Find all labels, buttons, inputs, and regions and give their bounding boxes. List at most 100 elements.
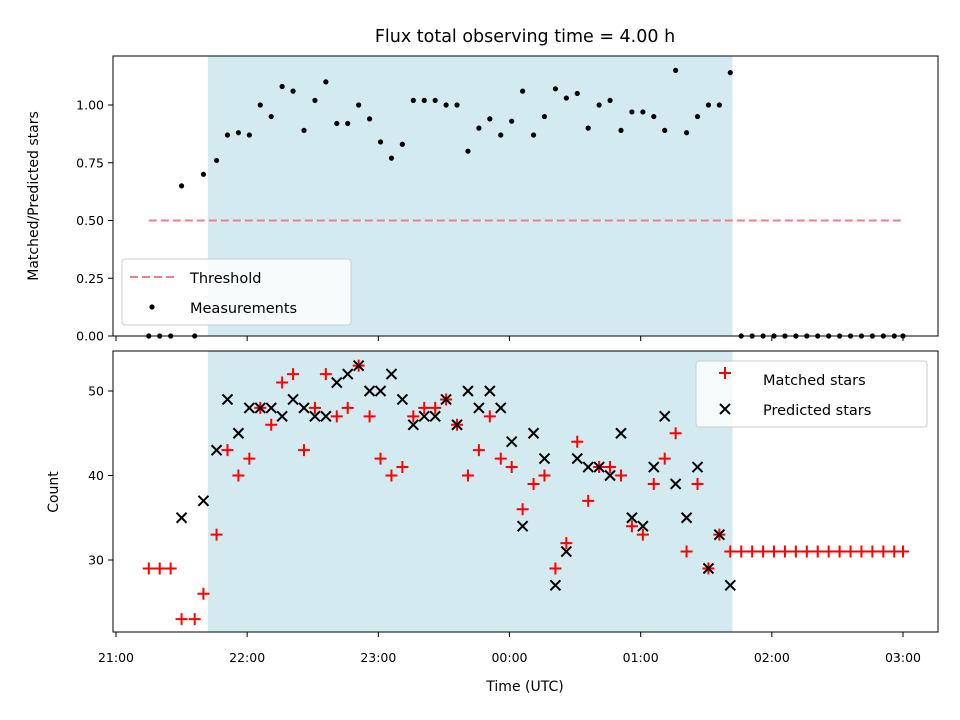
top-y-ticks: 0.00 0.25 0.50 0.75 1.00 bbox=[76, 98, 113, 344]
top-y-axis-label: Matched/Predicted stars bbox=[26, 111, 42, 281]
predicted-star-point bbox=[385, 368, 398, 380]
matched-star-point bbox=[877, 545, 890, 558]
matched-star-point bbox=[298, 444, 311, 457]
predicted-star-point bbox=[298, 402, 310, 414]
predicted-star-point bbox=[342, 368, 354, 380]
top-axes-frame bbox=[112, 55, 939, 337]
predicted-star-point bbox=[232, 427, 245, 439]
matched-star-point bbox=[232, 469, 245, 482]
measurement-point bbox=[465, 148, 471, 154]
measurement-point bbox=[410, 97, 416, 103]
measurement-point bbox=[694, 113, 701, 120]
measurement-point bbox=[178, 183, 185, 189]
matched-star-point bbox=[636, 528, 649, 541]
measurement-point bbox=[651, 113, 657, 120]
measurement-point bbox=[607, 97, 613, 103]
predicted-star-point bbox=[538, 452, 551, 465]
top-y-tick-label: 0.75 bbox=[76, 155, 104, 170]
predicted-star-point bbox=[407, 419, 420, 431]
bottom-legend: Matched stars Predicted stars bbox=[695, 360, 928, 428]
matched-star-point bbox=[188, 613, 201, 626]
matched-star-point bbox=[866, 545, 879, 558]
predicted-star-point bbox=[418, 410, 430, 423]
matched-star-point bbox=[319, 368, 332, 381]
predicted-star-point bbox=[680, 512, 693, 524]
predicted-star-point bbox=[210, 444, 223, 456]
measurement-point bbox=[530, 132, 537, 138]
predicted-star-point bbox=[495, 402, 507, 414]
matched-star-point bbox=[505, 461, 518, 474]
matched-star-point bbox=[658, 452, 671, 465]
measurement-point bbox=[705, 102, 712, 108]
measurement-point bbox=[377, 139, 384, 145]
predicted-star-point bbox=[451, 419, 463, 431]
measurement-point bbox=[279, 83, 285, 90]
measurement-point bbox=[673, 67, 679, 73]
bottom-y-tick-label: 40 bbox=[88, 468, 104, 483]
predicted-star-point bbox=[352, 359, 365, 372]
bottom-x-tick-label: 21:00 bbox=[98, 650, 134, 665]
measurement-point bbox=[683, 130, 690, 136]
measurement-point bbox=[585, 125, 591, 131]
bottom-y-ticks: 30 40 50 bbox=[88, 384, 113, 568]
matched-star-point bbox=[844, 545, 857, 558]
chart-title: Flux total observing time = 4.00 h bbox=[375, 27, 675, 47]
bottom-panel: 30 40 50 21:00 22:00 23:00 00:00 01:00 02:00 03:… bbox=[46, 350, 939, 695]
matched-star-point bbox=[625, 520, 638, 533]
top-y-tick-label: 1.00 bbox=[76, 98, 104, 113]
matched-star-point bbox=[538, 469, 551, 482]
predicted-star-point bbox=[626, 512, 638, 524]
bottom-x-tick-label: 00:00 bbox=[491, 650, 527, 665]
top-legend-box bbox=[121, 258, 352, 326]
bottom-y-tick-label: 30 bbox=[88, 553, 104, 568]
matched-star-point bbox=[363, 410, 376, 423]
matched-star-point bbox=[811, 545, 824, 558]
top-y-tick-label: 0.50 bbox=[76, 213, 104, 228]
measurement-point bbox=[476, 125, 482, 131]
matched-star-point bbox=[276, 376, 289, 389]
predicted-star-point bbox=[440, 393, 452, 406]
matched-star-point bbox=[800, 545, 813, 558]
measurement-point bbox=[290, 88, 296, 94]
matched-star-point bbox=[494, 452, 507, 465]
matched-star-point bbox=[164, 562, 177, 575]
matched-star-point bbox=[604, 461, 617, 474]
matched-star-point bbox=[330, 410, 343, 423]
measurement-point bbox=[345, 120, 351, 127]
matched-star-point bbox=[221, 444, 234, 457]
predicted-star-point bbox=[320, 410, 332, 423]
matched-star-point bbox=[385, 469, 398, 482]
matched-star-point bbox=[243, 452, 256, 465]
matched-star-point bbox=[724, 545, 737, 558]
predicted-star-point bbox=[221, 393, 234, 406]
matched-star-point bbox=[647, 477, 660, 490]
measurement-point bbox=[301, 127, 307, 134]
predicted-star-point bbox=[571, 452, 583, 465]
matched-star-point bbox=[680, 545, 693, 558]
measurement-point bbox=[454, 102, 460, 108]
measurement-point bbox=[520, 88, 526, 94]
matched-star-point bbox=[746, 545, 759, 558]
matched-star-point bbox=[396, 461, 409, 474]
bottom-y-axis-label: Count bbox=[46, 471, 62, 513]
bottom-x-tick-label: 22:00 bbox=[229, 650, 265, 665]
bottom-legend-box bbox=[695, 360, 928, 428]
matched-star-point bbox=[897, 545, 909, 558]
legend-predicted-label: Predicted stars bbox=[763, 403, 871, 419]
top-legend: Threshold Measurements bbox=[121, 258, 352, 326]
measurement-point bbox=[640, 109, 646, 115]
measurement-point bbox=[257, 102, 263, 108]
measurement-point bbox=[509, 118, 515, 124]
predicted-star-point bbox=[549, 579, 562, 592]
measurement-point bbox=[727, 70, 733, 76]
matched-star-point bbox=[153, 562, 166, 575]
matched-star-point bbox=[527, 477, 540, 490]
predicted-star-point bbox=[724, 579, 737, 592]
top-y-tick-label: 0.25 bbox=[76, 271, 104, 286]
bottom-x-tick-label: 23:00 bbox=[360, 650, 396, 665]
legend-measurements-label: Measurements bbox=[190, 301, 297, 317]
matched-star-point bbox=[483, 410, 496, 423]
predicted-star-point bbox=[669, 478, 682, 490]
measurement-point bbox=[246, 132, 252, 138]
